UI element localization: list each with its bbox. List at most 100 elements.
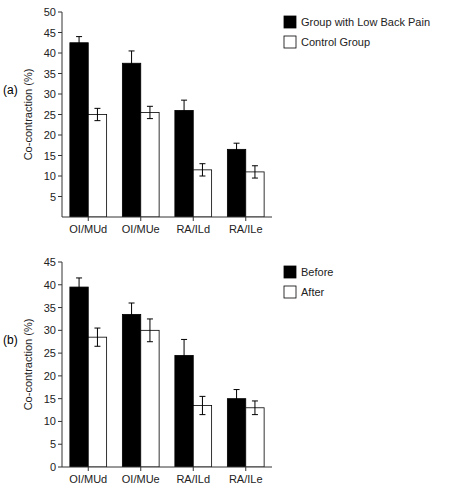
error-stem <box>97 108 98 120</box>
y-tick-label: 45 <box>44 256 56 268</box>
error-cap <box>76 296 82 297</box>
y-tick <box>58 375 62 376</box>
y-tick <box>58 421 62 422</box>
y-tick <box>58 330 62 331</box>
error-stem <box>254 166 255 178</box>
error-bar <box>147 106 153 118</box>
y-tick-label: 10 <box>44 170 56 182</box>
x-tick-label: OI/MUe <box>122 473 160 485</box>
error-cap <box>234 407 240 408</box>
marks <box>70 278 264 467</box>
y-tick <box>58 12 62 13</box>
y-tick <box>58 32 62 33</box>
error-cap <box>76 277 82 278</box>
y-tick-label: 15 <box>44 150 56 162</box>
y-tick-label: 30 <box>44 324 56 336</box>
x-tick <box>140 217 141 221</box>
bar <box>246 408 264 467</box>
error-cap <box>129 303 135 304</box>
error-cap <box>199 396 205 397</box>
x-axis-line <box>62 467 272 468</box>
error-cap <box>252 414 258 415</box>
error-cap <box>147 118 153 119</box>
error-cap <box>234 389 240 390</box>
panel: 5101520253035404550OI/MUdOI/MUeRA/ILdRA/… <box>3 6 430 235</box>
panel-label: (a) <box>3 83 18 97</box>
y-axis-line <box>62 262 63 467</box>
y-tick <box>58 73 62 74</box>
error-bar <box>181 339 187 371</box>
y-tick <box>58 53 62 54</box>
x-tick-label: OI/MUe <box>122 223 160 235</box>
x-axis-line <box>62 217 272 218</box>
y-tick-label: 30 <box>44 88 56 100</box>
x-tick-label: OI/MUd <box>69 473 107 485</box>
x-tick <box>245 217 246 221</box>
y-tick <box>58 176 62 177</box>
error-cap <box>129 50 135 51</box>
error-bar <box>252 166 258 178</box>
error-bar <box>252 401 258 415</box>
error-cap <box>94 328 100 329</box>
x-tick <box>88 467 89 471</box>
bar <box>227 399 245 467</box>
error-cap <box>181 120 187 121</box>
legend: BeforeAfter <box>284 266 333 298</box>
x-tick <box>140 467 141 471</box>
error-cap <box>76 48 82 49</box>
bar <box>70 43 88 217</box>
panel: 051015202530354045OI/MUdOI/MUeRA/ILdRA/I… <box>3 256 333 485</box>
x-tick <box>245 467 246 471</box>
error-cap <box>76 36 82 37</box>
error-stem <box>184 339 185 371</box>
error-cap <box>129 325 135 326</box>
error-cap <box>129 75 135 76</box>
error-cap <box>94 108 100 109</box>
y-tick <box>58 196 62 197</box>
y-tick-label: 25 <box>44 109 56 121</box>
y-tick <box>58 155 62 156</box>
y-tick-label: 35 <box>44 302 56 314</box>
error-stem <box>236 143 237 155</box>
error-bar <box>94 108 100 120</box>
error-cap <box>234 155 240 156</box>
bar <box>193 170 211 217</box>
y-tick-label: 35 <box>44 68 56 80</box>
error-bar <box>94 328 100 346</box>
y-tick-label: 50 <box>44 6 56 18</box>
bar <box>141 330 159 467</box>
y-tick <box>58 307 62 308</box>
y-tick-label: 20 <box>44 370 56 382</box>
error-bar <box>199 164 205 176</box>
y-tick <box>58 467 62 468</box>
legend-swatch <box>284 16 296 28</box>
error-cap <box>181 339 187 340</box>
error-stem <box>149 106 150 118</box>
y-tick <box>58 135 62 136</box>
y-tick <box>58 284 62 285</box>
y-tick-label: 5 <box>50 191 56 203</box>
error-stem <box>254 401 255 415</box>
error-stem <box>236 390 237 408</box>
error-cap <box>181 100 187 101</box>
error-bar <box>129 303 135 326</box>
bar <box>175 110 193 217</box>
x-tick-label: OI/MUd <box>69 223 107 235</box>
marks <box>70 37 264 217</box>
x-tick <box>193 467 194 471</box>
error-bar <box>76 37 82 49</box>
y-tick-label: 15 <box>44 393 56 405</box>
error-stem <box>97 328 98 346</box>
bar <box>122 63 140 217</box>
error-cap <box>147 318 153 319</box>
y-tick <box>58 444 62 445</box>
y-tick <box>58 353 62 354</box>
legend-swatch <box>284 286 296 298</box>
legend-label: Group with Low Back Pain <box>301 16 430 28</box>
y-tick-label: 10 <box>44 415 56 427</box>
bar <box>122 314 140 467</box>
bar <box>141 112 159 217</box>
x-tick <box>193 217 194 221</box>
error-bar <box>76 278 82 296</box>
error-bar <box>129 51 135 76</box>
